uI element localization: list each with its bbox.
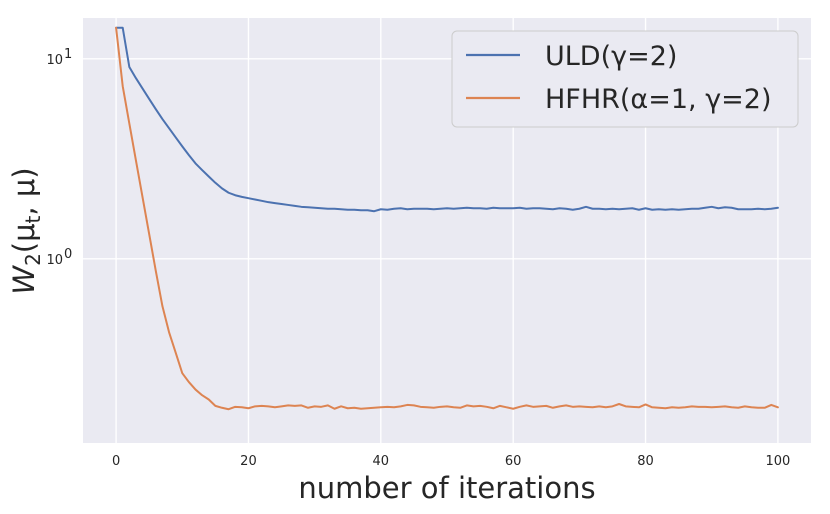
y-tick-exponent: 0 <box>64 247 72 262</box>
y-axis-title-close: , μ) <box>7 167 41 215</box>
y-axis-title: W2(μt, μ) <box>7 167 45 294</box>
y-tick-exponent: 1 <box>64 47 72 62</box>
x-tick-label: 20 <box>240 454 257 469</box>
x-tick-label: 80 <box>637 454 654 469</box>
series-lines <box>115 26 779 411</box>
x-tick-label: 100 <box>765 454 790 469</box>
legend: ULD(γ=2) HFHR(α=1, γ=2) <box>451 30 799 128</box>
x-tick-label: 40 <box>373 454 390 469</box>
legend-label-hfhr: HFHR(α=1, γ=2) <box>545 84 772 115</box>
y-axis-title-sub2: t <box>21 215 45 223</box>
y-tick-label: 10 <box>46 253 63 268</box>
y-axis-title-sub1: 2 <box>21 253 45 266</box>
legend-box <box>451 30 799 128</box>
y-axis-title-main: W <box>7 265 41 295</box>
y-axis-title-open: (μ <box>7 223 41 253</box>
series-line-hfhr <box>115 26 779 411</box>
y-tick-label: 10 <box>46 53 63 68</box>
legend-label-uld: ULD(γ=2) <box>545 41 677 72</box>
x-axis-title: number of iterations <box>298 471 595 505</box>
x-tick-label: 0 <box>112 454 120 469</box>
series-line-uld <box>115 26 779 213</box>
x-tick-label: 60 <box>505 454 522 469</box>
